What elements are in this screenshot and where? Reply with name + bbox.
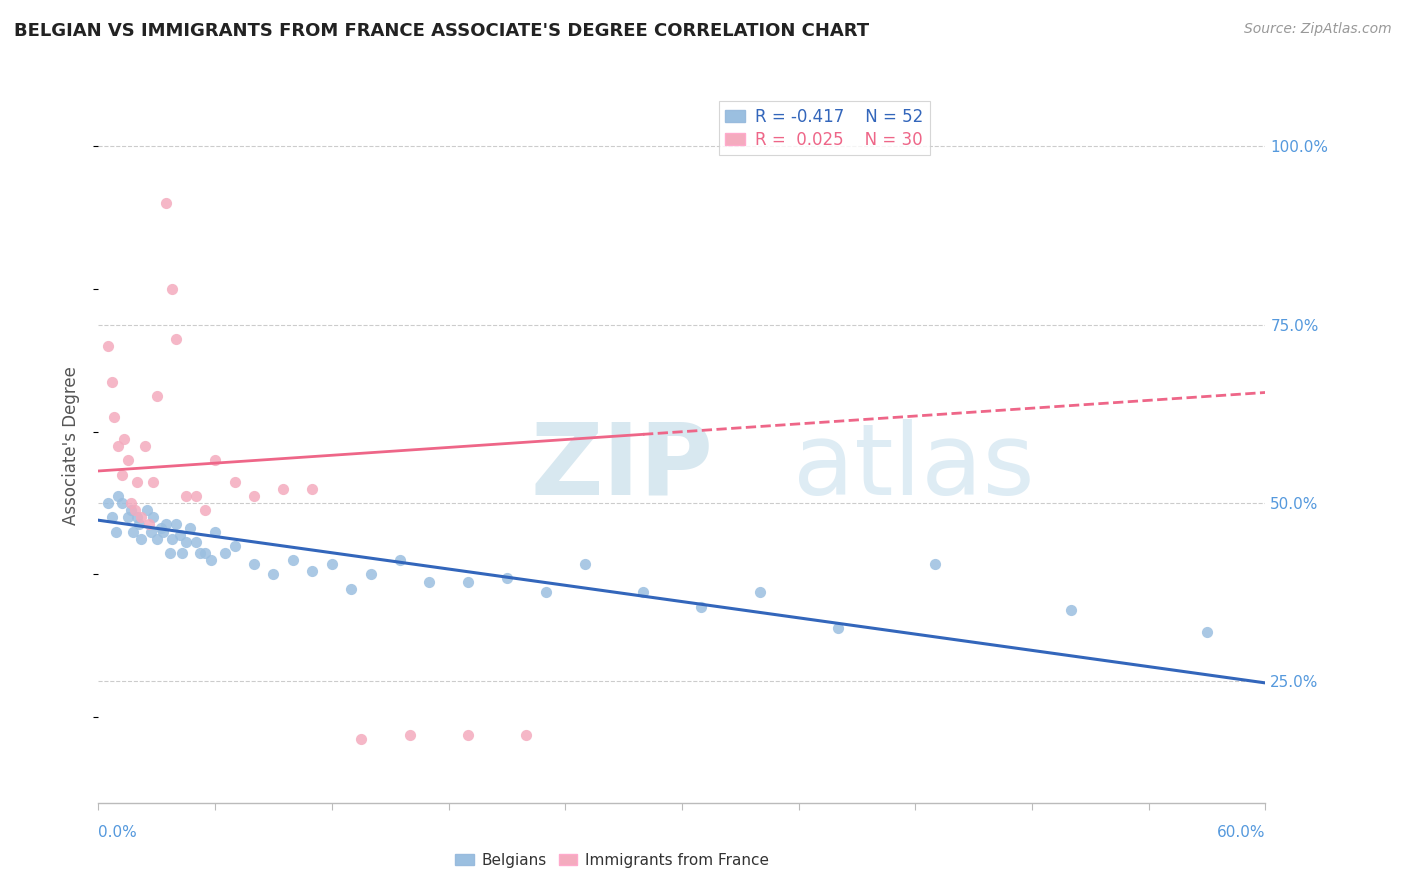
- Point: [170, 546, 193, 560]
- Point: [134, 439, 156, 453]
- Point: [165, 332, 187, 346]
- Y-axis label: Associate's Degree: Associate's Degree: [62, 367, 80, 525]
- Point: [748, 585, 770, 599]
- Point: [224, 475, 246, 489]
- Point: [631, 585, 654, 599]
- Point: [103, 410, 125, 425]
- Point: [360, 567, 382, 582]
- Text: atlas: atlas: [793, 419, 1035, 516]
- Point: [162, 532, 184, 546]
- Point: [271, 482, 294, 496]
- Point: [149, 521, 172, 535]
- Point: [111, 496, 134, 510]
- Point: [152, 524, 174, 539]
- Point: [128, 517, 150, 532]
- Point: [127, 475, 149, 489]
- Point: [224, 539, 246, 553]
- Point: [194, 503, 217, 517]
- Point: [574, 557, 596, 571]
- Point: [169, 528, 191, 542]
- Point: [515, 728, 537, 742]
- Point: [122, 524, 145, 539]
- Point: [204, 524, 226, 539]
- Point: [243, 557, 266, 571]
- Point: [129, 532, 152, 546]
- Point: [139, 524, 162, 539]
- Point: [301, 482, 323, 496]
- Point: [200, 553, 222, 567]
- Point: [138, 517, 160, 532]
- Text: ZIP: ZIP: [530, 419, 713, 516]
- Point: [155, 517, 177, 532]
- Point: [174, 489, 197, 503]
- Point: [457, 728, 479, 742]
- Point: [495, 571, 517, 585]
- Point: [142, 475, 165, 489]
- Point: [350, 731, 373, 746]
- Point: [184, 489, 207, 503]
- Point: [107, 439, 129, 453]
- Point: [101, 375, 124, 389]
- Legend: Belgians, Immigrants from France: Belgians, Immigrants from France: [449, 847, 775, 873]
- Point: [184, 535, 207, 549]
- Point: [155, 196, 177, 211]
- Point: [398, 728, 420, 742]
- Point: [924, 557, 946, 571]
- Point: [165, 517, 187, 532]
- Point: [117, 453, 139, 467]
- Point: [188, 546, 211, 560]
- Point: [142, 510, 165, 524]
- Point: [146, 532, 169, 546]
- Point: [1060, 603, 1083, 617]
- Point: [690, 599, 713, 614]
- Text: 60.0%: 60.0%: [1218, 825, 1265, 840]
- Point: [111, 467, 134, 482]
- Point: [340, 582, 363, 596]
- Point: [107, 489, 129, 503]
- Point: [136, 503, 159, 517]
- Point: [162, 282, 184, 296]
- Point: [101, 510, 124, 524]
- Point: [243, 489, 266, 503]
- Text: 0.0%: 0.0%: [98, 825, 138, 840]
- Point: [117, 510, 139, 524]
- Point: [194, 546, 217, 560]
- Point: [457, 574, 479, 589]
- Point: [112, 432, 135, 446]
- Point: [418, 574, 440, 589]
- Point: [174, 535, 197, 549]
- Point: [534, 585, 557, 599]
- Point: [214, 546, 236, 560]
- Point: [179, 521, 201, 535]
- Point: [127, 510, 149, 524]
- Point: [388, 553, 411, 567]
- Point: [204, 453, 226, 467]
- Text: BELGIAN VS IMMIGRANTS FROM FRANCE ASSOCIATE'S DEGREE CORRELATION CHART: BELGIAN VS IMMIGRANTS FROM FRANCE ASSOCI…: [14, 22, 869, 40]
- Point: [124, 503, 146, 517]
- Point: [97, 339, 120, 353]
- Text: Source: ZipAtlas.com: Source: ZipAtlas.com: [1244, 22, 1392, 37]
- Point: [121, 503, 143, 517]
- Point: [159, 546, 181, 560]
- Point: [301, 564, 323, 578]
- Point: [146, 389, 169, 403]
- Point: [121, 496, 143, 510]
- Point: [97, 496, 120, 510]
- Point: [281, 553, 304, 567]
- Point: [321, 557, 343, 571]
- Point: [262, 567, 284, 582]
- Point: [1195, 624, 1218, 639]
- Point: [129, 510, 152, 524]
- Point: [827, 621, 849, 635]
- Point: [104, 524, 127, 539]
